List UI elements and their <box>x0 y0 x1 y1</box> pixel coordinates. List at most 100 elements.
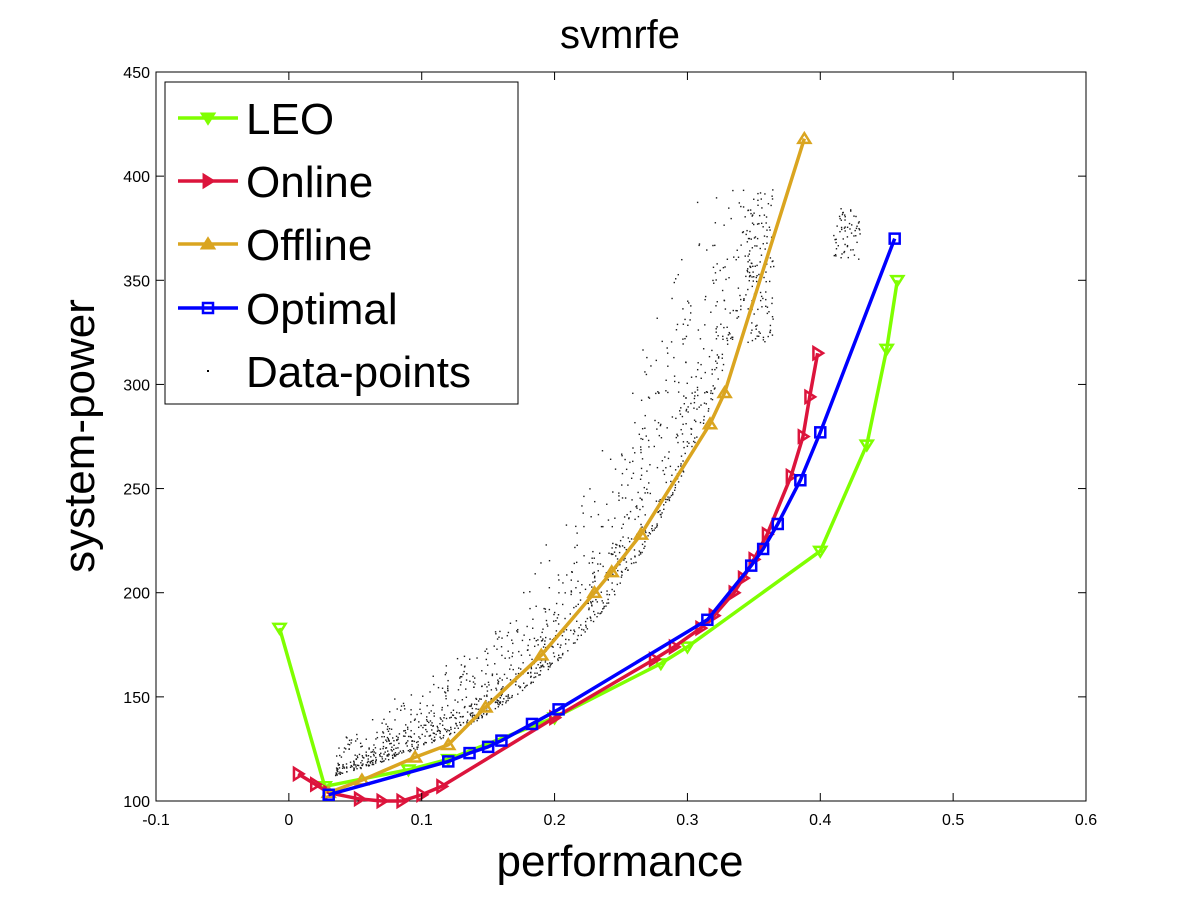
data-point <box>711 349 713 352</box>
data-point <box>433 712 435 715</box>
data-point <box>417 740 419 743</box>
data-point <box>752 265 754 268</box>
data-point <box>393 744 395 746</box>
data-point <box>641 427 644 430</box>
data-point <box>623 516 626 518</box>
data-point <box>655 359 657 362</box>
data-point <box>631 499 633 501</box>
data-point <box>406 745 408 747</box>
data-point <box>395 747 397 749</box>
data-point-optimal <box>552 703 565 716</box>
data-point <box>753 212 755 214</box>
data-point <box>445 717 448 720</box>
data-point <box>389 743 391 745</box>
data-point <box>511 655 513 658</box>
data-point <box>540 562 542 564</box>
data-point <box>518 685 520 687</box>
data-point <box>494 707 497 710</box>
data-point <box>618 492 620 494</box>
data-point <box>518 650 520 653</box>
legend-entry-leo: LEO <box>178 95 334 144</box>
data-point <box>450 716 452 719</box>
data-point <box>592 620 595 623</box>
data-point <box>711 392 714 395</box>
data-point <box>344 748 347 750</box>
data-point <box>758 222 760 225</box>
data-point <box>539 666 541 669</box>
data-point <box>640 451 642 454</box>
data-point <box>530 666 533 668</box>
data-point <box>372 759 374 762</box>
data-point <box>747 341 749 344</box>
data-point <box>413 719 416 721</box>
data-point <box>544 608 547 610</box>
data-point <box>668 498 670 500</box>
data-point <box>756 245 758 247</box>
data-point <box>471 707 474 710</box>
data-point <box>659 498 661 501</box>
data-point <box>456 725 458 727</box>
data-point-optimal <box>442 755 455 768</box>
data-point <box>752 271 754 273</box>
data-point <box>445 697 447 700</box>
data-point <box>592 600 594 603</box>
data-point <box>628 517 630 520</box>
data-point <box>488 684 490 686</box>
data-point <box>639 551 642 554</box>
data-point <box>668 499 671 502</box>
data-point <box>445 665 448 667</box>
data-point <box>574 546 576 549</box>
data-point <box>536 672 538 674</box>
data-point <box>558 656 560 659</box>
data-point <box>443 714 446 716</box>
data-point <box>429 720 432 722</box>
data-point <box>440 718 442 721</box>
data-point <box>356 756 359 759</box>
data-point <box>523 591 525 594</box>
data-point <box>751 329 753 331</box>
data-point <box>769 331 771 334</box>
data-point <box>597 612 599 614</box>
data-point <box>644 530 647 532</box>
data-point <box>656 523 658 525</box>
data-point <box>343 747 346 749</box>
data-point <box>694 391 696 393</box>
data-point <box>533 637 536 640</box>
data-point <box>365 738 367 740</box>
data-point <box>379 755 381 757</box>
data-point <box>846 244 849 247</box>
data-point <box>423 743 425 745</box>
data-point <box>671 474 673 476</box>
data-point <box>687 324 689 327</box>
data-point <box>527 672 529 674</box>
data-point <box>677 441 679 444</box>
data-point <box>733 256 735 258</box>
data-point <box>629 510 632 513</box>
data-point <box>586 628 589 630</box>
data-point <box>485 658 488 661</box>
data-point <box>597 570 599 572</box>
data-point <box>684 337 686 340</box>
data-point <box>495 633 497 635</box>
data-point <box>730 337 732 340</box>
data-point <box>460 676 463 678</box>
data-point <box>424 741 426 744</box>
data-point <box>611 525 613 528</box>
data-point <box>546 625 549 627</box>
data-point <box>416 746 418 748</box>
data-point <box>844 226 846 228</box>
data-point-leo <box>271 622 288 636</box>
data-point <box>736 310 738 312</box>
data-point <box>750 238 752 240</box>
data-point-optimal <box>495 734 508 747</box>
data-point <box>583 495 585 498</box>
data-point <box>386 740 388 743</box>
data-point <box>398 733 401 735</box>
data-point <box>766 242 768 244</box>
data-point <box>428 721 430 724</box>
data-point <box>715 331 717 333</box>
data-point <box>410 694 413 696</box>
data-point <box>542 628 544 630</box>
data-point <box>627 569 629 571</box>
data-point <box>456 657 459 660</box>
